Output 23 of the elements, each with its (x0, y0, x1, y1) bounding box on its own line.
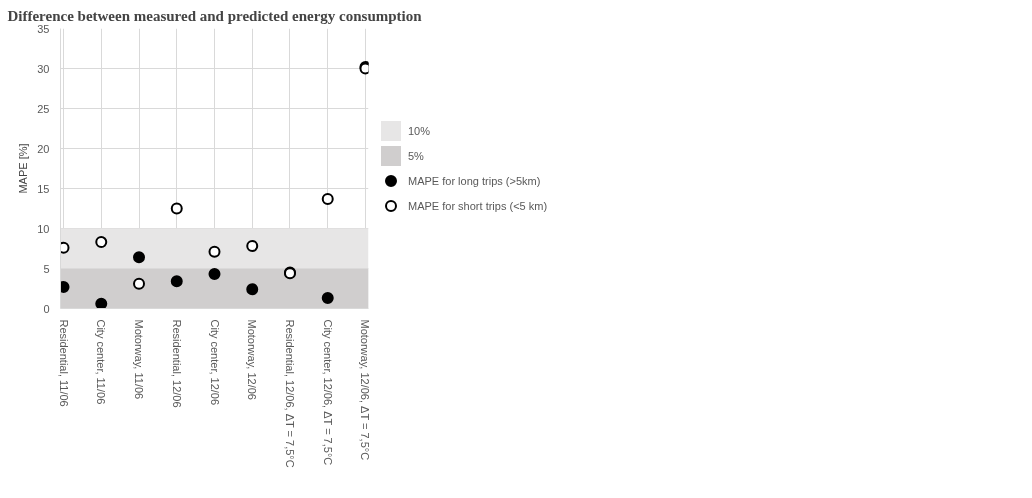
chart-title: Difference between measured and predicted energy consumption (7, 7, 423, 24)
y-axis-title: MAPE [%] (17, 143, 30, 194)
y-tick-label: 20 (37, 142, 50, 155)
y-tick-label: 5 (43, 262, 50, 275)
x-tick-label: City center, 12/06, ΔT = 7,5°C (321, 319, 334, 466)
x-tick-label: Residential, 12/06 (170, 319, 183, 408)
x-tick-label: Motorway, 11/06 (133, 319, 146, 400)
legend-label: 5% (408, 149, 425, 162)
legend-label: MAPE for long trips (>5km) (408, 174, 541, 187)
x-tick-label: Motorway, 12/06 (246, 319, 259, 401)
y-tick-label: 10 (37, 222, 50, 235)
x-tick-label: Motorway, 12/06, ΔT = 7,5°C (359, 319, 372, 461)
legend-label: 10% (408, 124, 431, 137)
x-tick-label: Residential, 12/06, ΔT = 7,5°C (283, 319, 296, 468)
x-tick-label: Residential, 11/06 (57, 319, 70, 407)
y-tick-label: 35 (37, 22, 50, 35)
y-tick-label: 0 (43, 302, 50, 315)
legend-label: MAPE for short trips (<5 km) (408, 199, 548, 212)
x-tick-label: City center, 12/06 (208, 319, 221, 406)
y-tick-label: 30 (37, 62, 50, 75)
y-tick-label: 15 (37, 182, 50, 195)
x-tick-label: City center, 11/06 (95, 319, 108, 405)
y-tick-label: 25 (37, 102, 50, 115)
